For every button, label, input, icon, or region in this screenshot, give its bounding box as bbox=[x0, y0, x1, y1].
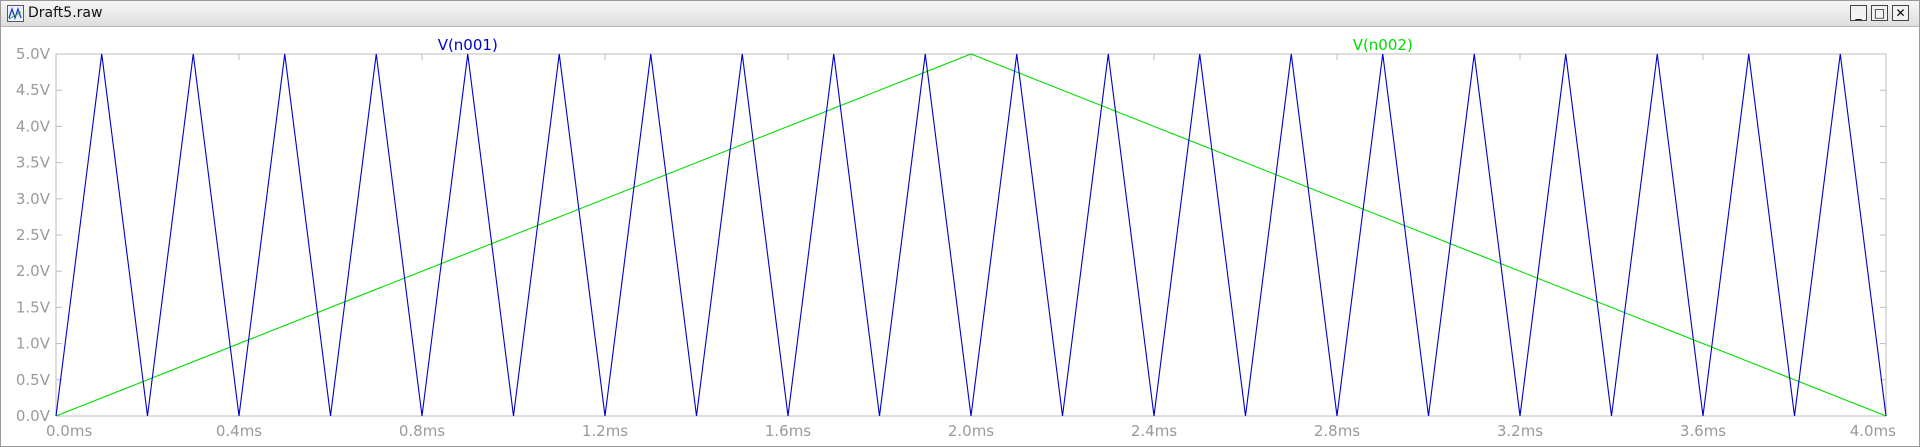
x-tick-label: 3.6ms bbox=[1680, 422, 1726, 440]
x-tick-label: 0.0ms bbox=[46, 422, 92, 440]
trace-labels[interactable]: V(n001) V(n002) bbox=[438, 36, 1413, 54]
y-tick-label: 1.0V bbox=[16, 335, 51, 353]
label-v-n001[interactable]: V(n001) bbox=[438, 36, 498, 54]
waveform-app-icon[interactable] bbox=[7, 5, 24, 22]
y-tick-label: 3.5V bbox=[16, 154, 51, 172]
y-tick-label: 4.5V bbox=[16, 81, 51, 99]
y-tick-label: 1.5V bbox=[16, 298, 51, 316]
plot-border bbox=[55, 53, 1887, 417]
plot-frame bbox=[55, 53, 1887, 417]
y-tick-label: 2.0V bbox=[16, 262, 51, 280]
waveform-plot[interactable]: 0.0V 0.5V 1.0V 1.5V 2.0V 2.5V 3.0V 3.5V 4.0V 4.5V… bbox=[1, 27, 1919, 446]
trace-v-n002 bbox=[55, 53, 1887, 417]
x-tick-label: 0.4ms bbox=[216, 422, 262, 440]
label-v-n002[interactable]: V(n002) bbox=[1353, 36, 1413, 54]
x-tick-label: 4.0ms bbox=[1850, 422, 1896, 440]
x-axis-ticks: 0.0ms 0.4ms 0.8ms 1.2ms 1.6ms 2.0ms 2.4ms 2.8ms… bbox=[46, 54, 1896, 440]
close-button[interactable]: ✕ bbox=[1892, 5, 1909, 21]
title-bar[interactable]: Draft5.raw _ □ ✕ bbox=[1, 1, 1919, 27]
trace-v-n001 bbox=[55, 53, 1887, 417]
x-tick-label: 2.4ms bbox=[1131, 422, 1177, 440]
y-tick-label: 0.5V bbox=[16, 371, 51, 389]
minimize-button[interactable]: _ bbox=[1850, 5, 1867, 21]
x-tick-label: 1.6ms bbox=[765, 422, 811, 440]
y-tick-label: 2.5V bbox=[16, 226, 51, 244]
y-tick-label: 5.0V bbox=[16, 45, 51, 63]
y-tick-label: 4.0V bbox=[16, 117, 51, 135]
x-tick-label: 0.8ms bbox=[399, 422, 445, 440]
x-tick-label: 2.0ms bbox=[948, 422, 994, 440]
x-tick-label: 3.2ms bbox=[1497, 422, 1543, 440]
y-axis-ticks: 0.0V 0.5V 1.0V 1.5V 2.0V 2.5V 3.0V 3.5V 4.0V 4.5V… bbox=[16, 45, 1886, 425]
maximize-button[interactable]: □ bbox=[1871, 5, 1888, 21]
traces bbox=[55, 53, 1887, 417]
x-tick-label: 2.8ms bbox=[1314, 422, 1360, 440]
y-tick-label: 0.0V bbox=[16, 407, 51, 425]
y-tick-label: 3.0V bbox=[16, 190, 51, 208]
x-tick-label: 1.2ms bbox=[582, 422, 628, 440]
window-title: Draft5.raw bbox=[28, 5, 103, 21]
